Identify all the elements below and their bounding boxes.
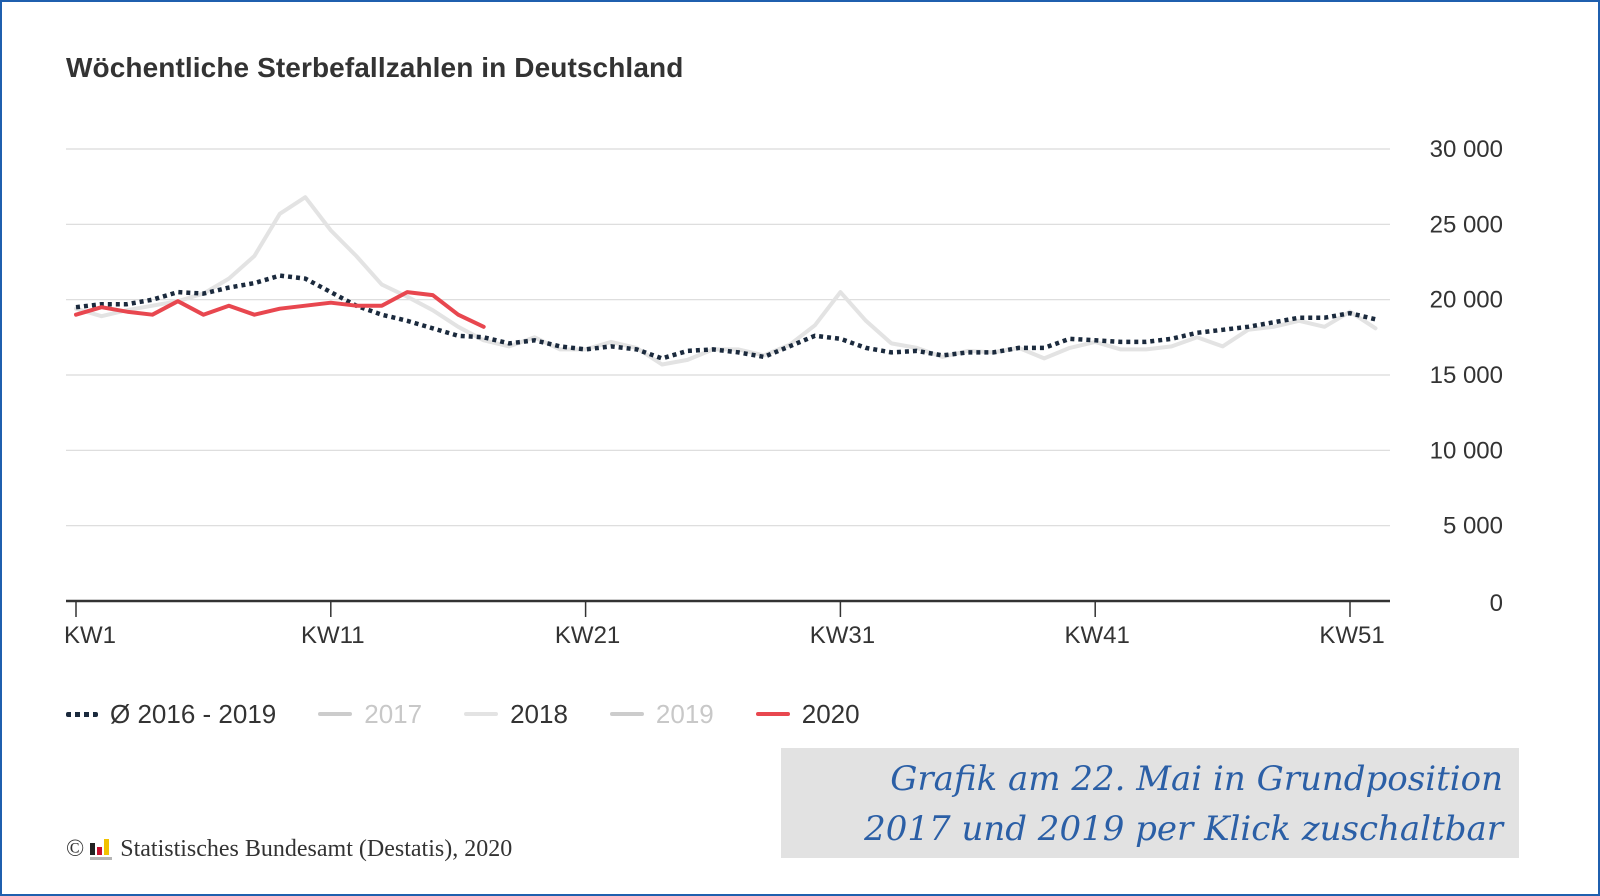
legend-label: 2018	[510, 698, 568, 729]
series-line--2016-2019	[75, 273, 1377, 361]
legend: Ø 2016 - 2019 2017 2018 2019 2020	[66, 694, 902, 734]
legend-label: 2019	[655, 698, 714, 729]
y-tick-label: 0	[1490, 590, 1503, 617]
y-tick-label: 10 000	[1430, 437, 1503, 464]
y-tick-label: 30 000	[1430, 136, 1503, 163]
x-tick-label: KW41	[1065, 622, 1130, 649]
legend-swatch	[609, 712, 644, 716]
note-line-2: 2017 und 2019 per Klick zuschaltbar	[864, 809, 1503, 849]
legend-item[interactable]: 2020	[755, 698, 860, 730]
legend-swatch	[755, 712, 790, 716]
source-text: Statistisches Bundesamt (Destatis), 2020	[120, 836, 513, 862]
legend-label: 2020	[801, 698, 860, 729]
legend-swatch	[66, 711, 98, 717]
annotation-note: Grafik am 22. Mai in Grundposition 2017 …	[781, 748, 1519, 858]
y-tick-label: 5 000	[1443, 513, 1503, 540]
legend-label: 2017	[364, 698, 423, 729]
destatis-logo-icon	[90, 839, 113, 860]
y-tick-label: 15 000	[1430, 362, 1503, 389]
series-lines	[74, 195, 1378, 367]
legend-item[interactable]: Ø 2016 - 2019	[66, 699, 276, 730]
y-tick-label: 20 000	[1430, 287, 1503, 314]
legend-label: Ø 2016 - 2019	[110, 698, 277, 729]
note-line-1: Grafik am 22. Mai in Grundposition	[890, 759, 1503, 799]
series-line-2020	[74, 290, 486, 329]
legend-swatch	[464, 712, 499, 716]
x-tick-label: KW1	[64, 622, 116, 649]
x-axis: KW1 KW11 KW21 KW31 KW41 KW51	[64, 599, 1390, 649]
legend-item[interactable]: 2018	[464, 699, 568, 730]
series-line-2018	[74, 195, 1378, 367]
legend-item[interactable]: 2019	[609, 698, 714, 730]
x-tick-label: KW21	[555, 622, 620, 649]
legend-swatch	[318, 712, 353, 716]
x-tick-label: KW51	[1319, 622, 1384, 649]
grid-lines	[66, 148, 1390, 527]
copyright-icon: ©	[66, 836, 85, 862]
source-credit: © Statistisches Bundesamt (Destatis), 20…	[66, 836, 512, 863]
x-tick-label: KW31	[810, 622, 875, 649]
y-axis-ticks: 0 5 000 10 000 15 000 20 000 25 000 30 000	[1430, 136, 1503, 617]
legend-item[interactable]: 2017	[318, 699, 422, 730]
x-tick-label: KW11	[301, 622, 365, 649]
chart-title: Wöchentliche Sterbefallzahlen in Deutsch…	[66, 52, 684, 83]
y-tick-label: 25 000	[1430, 211, 1503, 238]
